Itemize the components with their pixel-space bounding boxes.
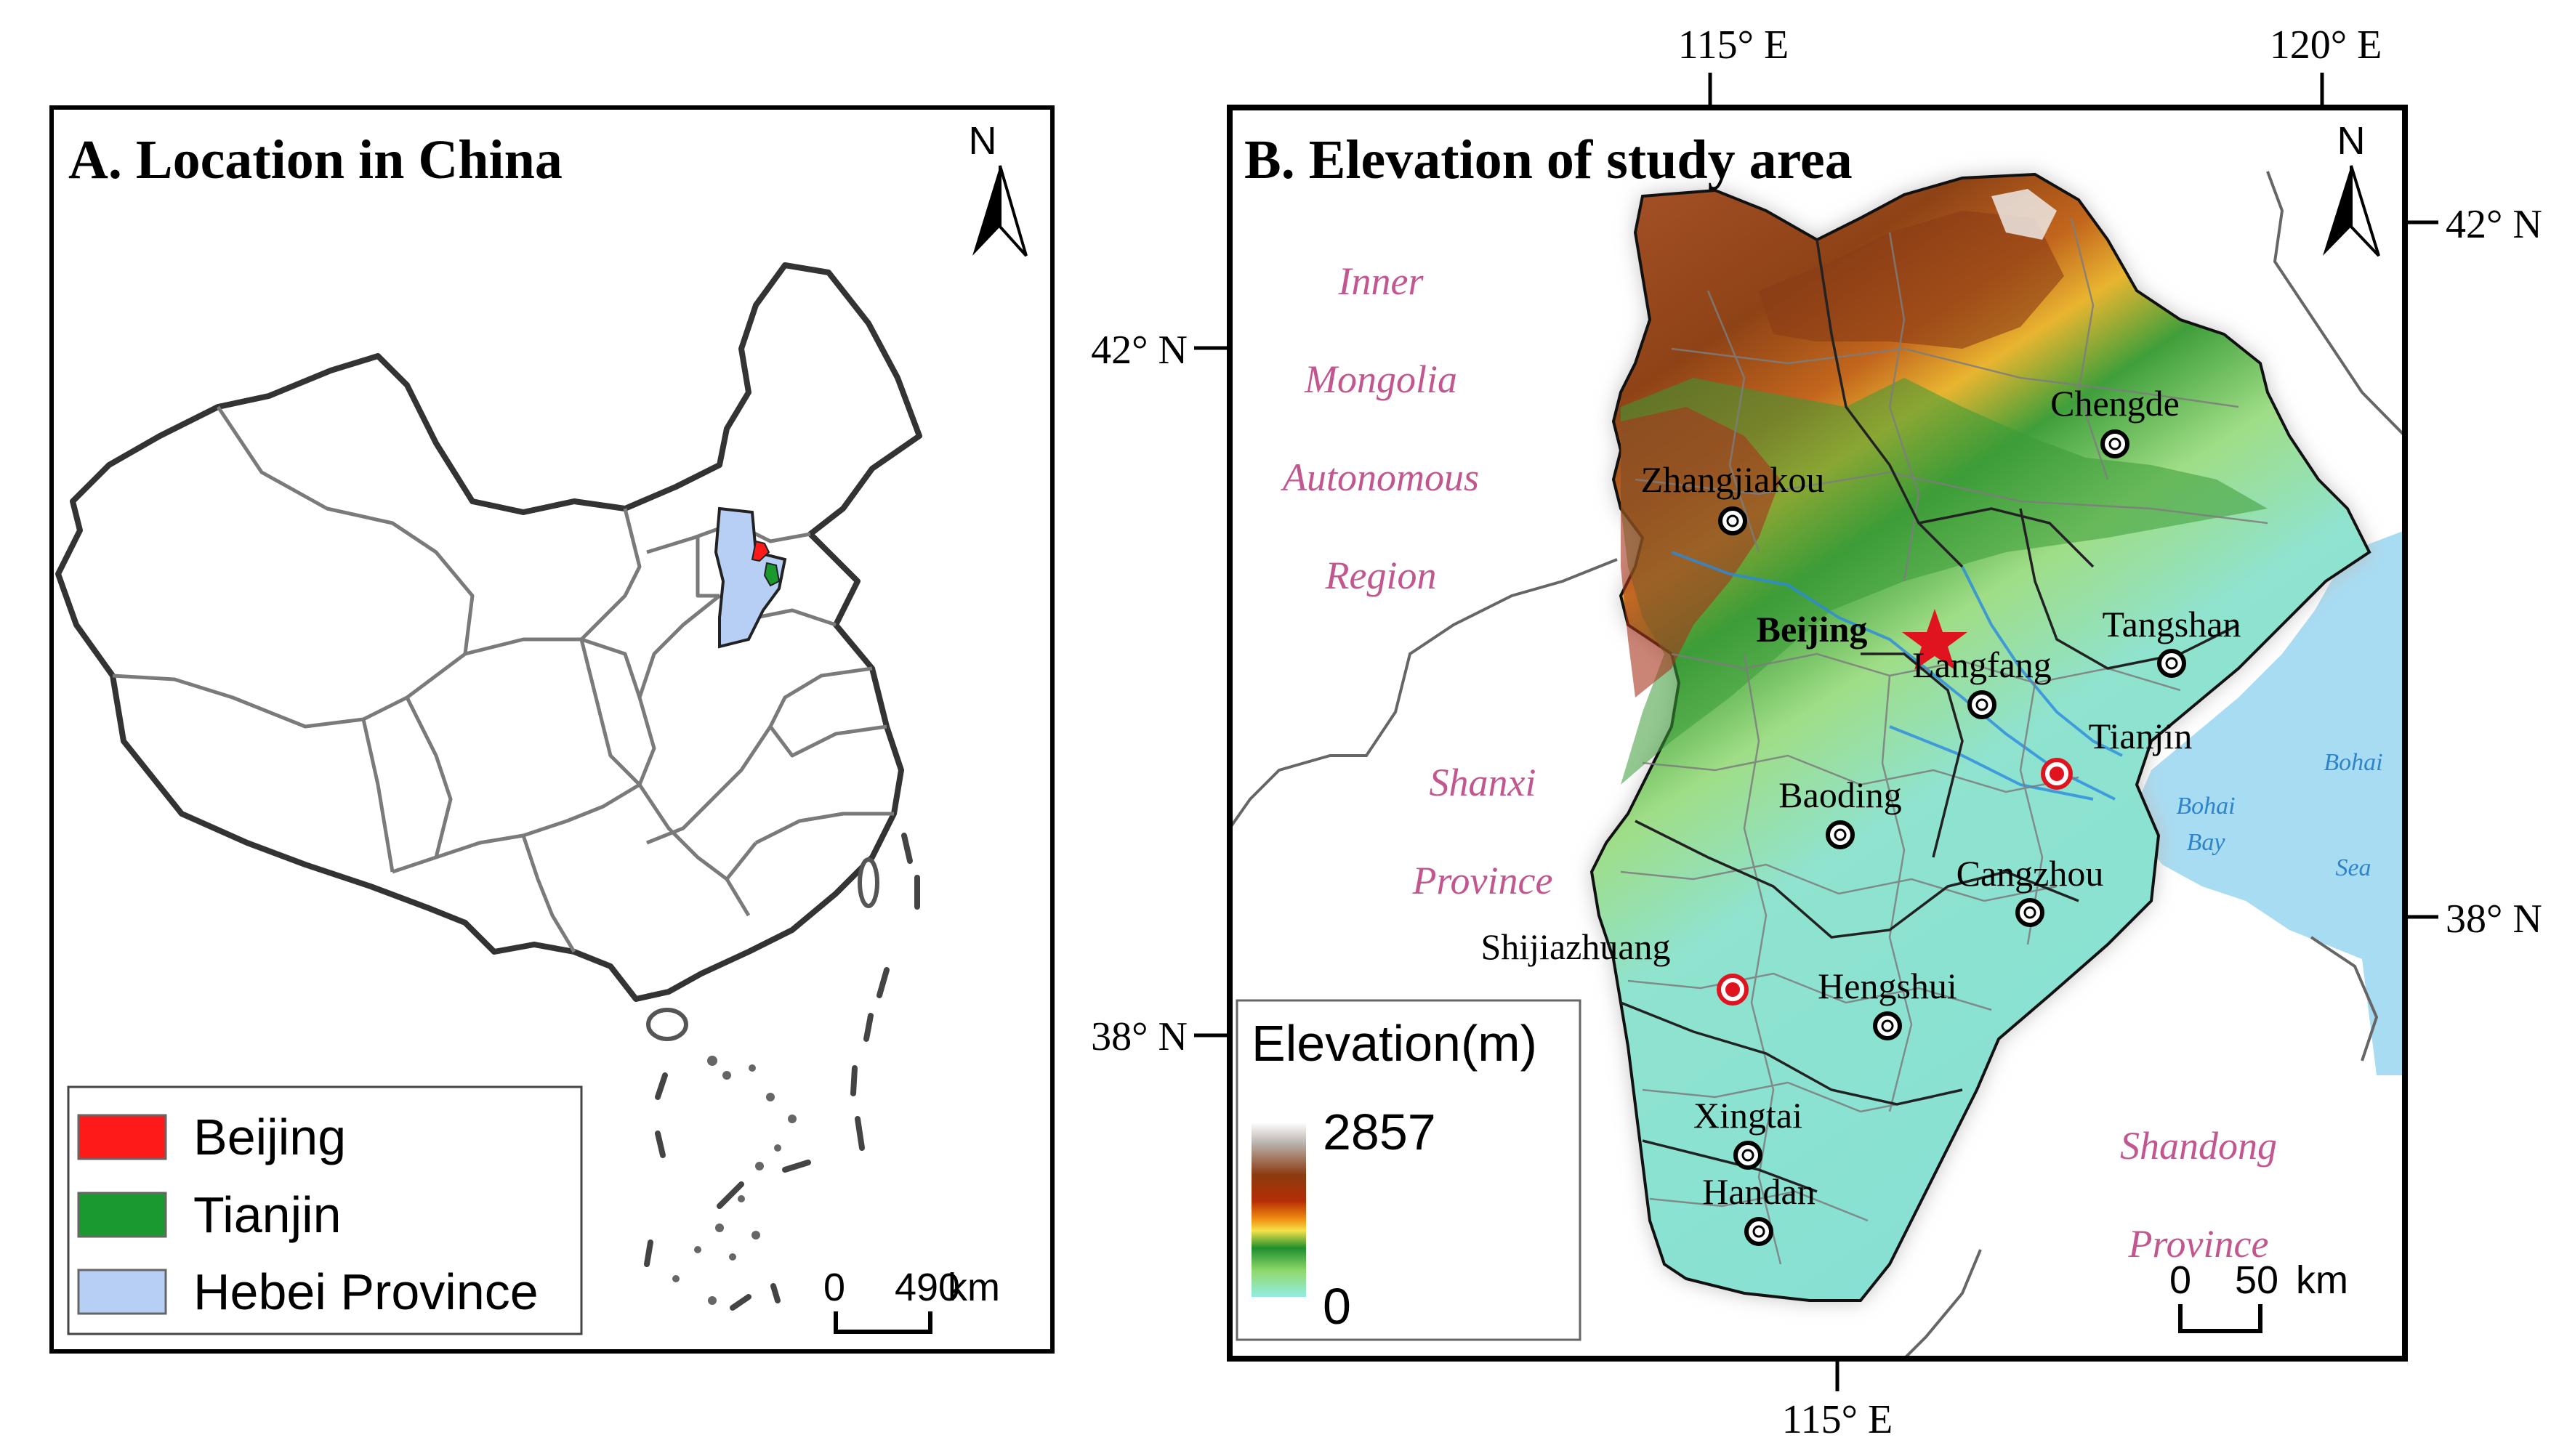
western-mountains xyxy=(1621,407,1781,697)
rivers xyxy=(1671,551,2123,801)
legend-a-swatch-tianjin xyxy=(77,1192,167,1238)
city-label-shijiazhuang: Shijiazhuang xyxy=(1480,926,1670,967)
region-inner-mongolia: Inner Mongolia Autonomous Region xyxy=(1281,259,1479,597)
region-label-shanxi-province: Province xyxy=(1412,859,1553,902)
city-label-beijing: Beijing xyxy=(1757,609,1868,650)
region-shandong: Shandong Province xyxy=(2120,1124,2277,1266)
region-label-shanxi: Shanxi xyxy=(1430,761,1536,804)
panel-a: A. Location in China N xyxy=(49,105,1055,1354)
city-chengde: Chengde xyxy=(2050,383,2180,458)
sea-label-bohai-sea-2: Sea xyxy=(2335,854,2371,881)
legend-a-label-beijing: Beijing xyxy=(193,1109,346,1165)
elevation-legend-title: Elevation(m) xyxy=(1252,1015,1537,1072)
panel-b-frame xyxy=(1227,105,2408,1362)
sea-label-bohai-bay-2: Bay xyxy=(2187,829,2226,856)
north-arrow-b-label: N xyxy=(2337,119,2366,163)
lat-labels-right: 42° N 38° N xyxy=(2406,202,2542,942)
region-label-shandong: Shandong xyxy=(2120,1124,2277,1168)
region-label-inner: Inner xyxy=(1338,259,1424,303)
elevation-color-ramp xyxy=(1252,1123,1306,1297)
scale-bar-b-start: 0 xyxy=(2169,1258,2191,1302)
china-map xyxy=(55,262,922,1311)
scale-bar-b: 0 50 km xyxy=(2169,1258,2348,1333)
city-handan: Handan xyxy=(1702,1171,1816,1246)
sea-bohai-bay: Bohai Bay xyxy=(2176,793,2235,856)
region-label-autonomous: Autonomous xyxy=(1281,456,1479,499)
north-arrow-b-icon: N xyxy=(2323,119,2380,257)
lat-label-left-42: 42° N xyxy=(1091,328,1188,373)
sea-bohai-sea: Bohai Sea xyxy=(2324,749,2382,881)
scale-bar-b-end: 50 xyxy=(2235,1258,2278,1302)
panel-b: 115° E 120° E 115° E 42° N 38° N 42° N 3… xyxy=(1091,23,2542,1442)
legend-a-item-beijing: Beijing xyxy=(77,1109,346,1165)
sea-label-bohai-bay-1: Bohai xyxy=(2176,793,2235,820)
capital-star-icon xyxy=(1902,609,1967,670)
region-label-shandong-province: Province xyxy=(2128,1222,2269,1266)
scale-bar-a-start: 0 xyxy=(823,1266,845,1309)
region-shanxi: Shanxi Province xyxy=(1412,761,1553,902)
county-boundaries xyxy=(1620,217,2268,1265)
scale-bar-b-unit: km xyxy=(2296,1258,2348,1302)
lon-labels-top: 115° E 120° E xyxy=(1678,23,2382,109)
city-label-zhangjiakou: Zhangjiakou xyxy=(1641,459,1825,500)
prefecture-boundaries xyxy=(1620,239,2239,1193)
panel-a-title: A. Location in China xyxy=(68,129,563,190)
legend-a-label-hebei: Hebei Province xyxy=(193,1263,539,1320)
lat-label-right-38: 38° N xyxy=(2446,897,2542,942)
forest-belt xyxy=(1621,378,2268,785)
tianjin-shape xyxy=(763,562,781,587)
elevation-legend-min: 0 xyxy=(1323,1278,1351,1335)
city-tianjin: Tianjin xyxy=(2041,716,2193,790)
scale-bar-a-unit: km xyxy=(948,1266,1000,1309)
city-label-xingtai: Xingtai xyxy=(1693,1095,1802,1136)
panel-b-title: B. Elevation of study area xyxy=(1244,129,1853,190)
legend-a-swatch-hebei xyxy=(77,1269,167,1315)
scale-bar-a-end: 490 xyxy=(895,1266,960,1309)
elevation-legend-max: 2857 xyxy=(1323,1104,1436,1160)
city-label-handan: Handan xyxy=(1702,1171,1816,1212)
beijing-shape xyxy=(751,540,770,562)
northern-mountains xyxy=(1759,211,2064,349)
neighbour-boundaries xyxy=(1228,171,2406,1360)
city-label-chengde: Chengde xyxy=(2050,383,2180,424)
city-beijing: Beijing xyxy=(1757,609,1967,670)
city-label-tianjin: Tianjin xyxy=(2089,716,2193,756)
scale-bar-a: 0 490 km xyxy=(823,1266,1000,1334)
city-zhangjiakou: Zhangjiakou xyxy=(1641,459,1825,535)
city-cangzhou: Cangzhou xyxy=(1956,853,2104,927)
city-label-baoding: Baoding xyxy=(1778,774,1901,815)
city-hengshui: Hengshui xyxy=(1818,966,1957,1040)
legend-a-item-hebei: Hebei Province xyxy=(77,1263,539,1320)
city-xingtai: Xingtai xyxy=(1693,1095,1802,1170)
city-label-hengshui: Hengshui xyxy=(1818,966,1957,1006)
legend-a-swatch-beijing xyxy=(77,1114,167,1160)
legend-a-label-tianjin: Tianjin xyxy=(193,1186,342,1243)
lon-label-top-115: 115° E xyxy=(1678,23,1789,68)
lat-label-left-38: 38° N xyxy=(1091,1014,1188,1059)
lon-labels-bottom: 115° E xyxy=(1782,1359,1893,1442)
region-label-mongolia: Mongolia xyxy=(1304,357,1457,401)
legend-a-item-tianjin: Tianjin xyxy=(77,1186,342,1243)
city-langfang: Langfang xyxy=(1912,644,2052,719)
north-arrow-a-label: N xyxy=(969,119,997,163)
lon-label-bottom-115: 115° E xyxy=(1782,1397,1893,1442)
city-shijiazhuang: Shijiazhuang xyxy=(1480,926,1749,1006)
city-label-langfang: Langfang xyxy=(1912,644,2052,685)
cities: Chengde Zhangjiakou Beijing Tangshan Lan… xyxy=(1480,383,2241,1246)
lat-label-right-42: 42° N xyxy=(2446,202,2542,247)
elevation-legend: Elevation(m) 2857 0 xyxy=(1236,999,1581,1341)
lat-labels-left: 42° N 38° N xyxy=(1091,328,1228,1059)
region-label-region: Region xyxy=(1325,554,1437,597)
lon-label-top-120: 120° E xyxy=(2270,23,2382,68)
bohai-sea xyxy=(2129,530,2405,1075)
north-arrow-a-icon: N xyxy=(969,119,1028,257)
sea-label-bohai-sea-1: Bohai xyxy=(2324,749,2382,776)
city-label-cangzhou: Cangzhou xyxy=(1956,853,2104,894)
city-tangshan: Tangshan xyxy=(2103,604,2241,678)
city-baoding: Baoding xyxy=(1778,774,1902,849)
legend-a: Beijing Tianjin Hebei Province xyxy=(67,1085,583,1335)
city-label-tangshan: Tangshan xyxy=(2103,604,2241,644)
